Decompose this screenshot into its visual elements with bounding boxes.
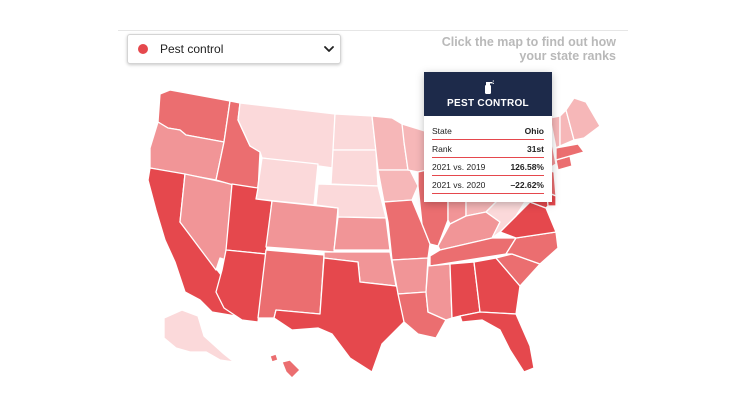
state-ga[interactable]: [473, 257, 521, 315]
tooltip-row-rank: Rank 31st: [432, 140, 544, 158]
tooltip-body: State Ohio Rank 31st 2021 vs. 2019 126.5…: [424, 116, 552, 202]
state-ms[interactable]: [425, 263, 453, 321]
map-instruction-line-2: your state ranks: [519, 49, 616, 63]
state-mo[interactable]: [383, 199, 431, 261]
state-ma[interactable]: [555, 143, 585, 161]
state-co[interactable]: [265, 200, 339, 253]
tooltip-row-key: Rank: [432, 143, 452, 154]
service-dropdown-label: Pest control: [160, 42, 224, 56]
state-ia[interactable]: [377, 169, 419, 203]
tooltip-row-key: 2021 vs. 2020: [432, 179, 486, 190]
state-me[interactable]: [565, 97, 601, 141]
state-ak[interactable]: [163, 309, 235, 363]
tooltip-row-key: 2021 vs. 2019: [432, 161, 486, 172]
state-nm[interactable]: [257, 249, 325, 319]
tooltip-row-value: 126.58%: [510, 161, 544, 172]
map-instruction-line-1: Click the map to find out how: [441, 35, 616, 49]
tooltip-row-vs-2019: 2021 vs. 2019 126.58%: [432, 158, 544, 176]
service-color-dot: [138, 44, 148, 54]
state-fl[interactable]: [459, 311, 535, 373]
tooltip-row-state: State Ohio: [432, 122, 544, 140]
tooltip-row-value: –22.62%: [510, 179, 544, 190]
spray-bottle-icon: [485, 80, 494, 94]
state-hi[interactable]: [269, 353, 301, 379]
state-nd[interactable]: [332, 113, 377, 151]
tooltip-row-value: Ohio: [524, 125, 544, 136]
tooltip-row-value: 31st: [526, 143, 544, 154]
state-ks[interactable]: [333, 216, 391, 251]
service-dropdown[interactable]: Pest control: [127, 34, 341, 64]
state-info-tooltip: PEST CONTROL State Ohio Rank 31st 2021 v…: [424, 72, 552, 202]
map-instruction: Click the map to find out how your state…: [416, 35, 616, 63]
state-wy[interactable]: [255, 157, 319, 206]
tooltip-row-vs-2020: 2021 vs. 2020 –22.62%: [432, 176, 544, 194]
chevron-down-icon[interactable]: [318, 34, 340, 64]
state-sd[interactable]: [330, 149, 379, 187]
state-ar[interactable]: [391, 257, 429, 295]
tooltip-header: PEST CONTROL: [424, 72, 552, 116]
top-divider: [118, 30, 628, 31]
tooltip-row-key: State: [432, 125, 452, 136]
state-tx[interactable]: [273, 257, 407, 373]
tooltip-title: PEST CONTROL: [447, 98, 529, 109]
